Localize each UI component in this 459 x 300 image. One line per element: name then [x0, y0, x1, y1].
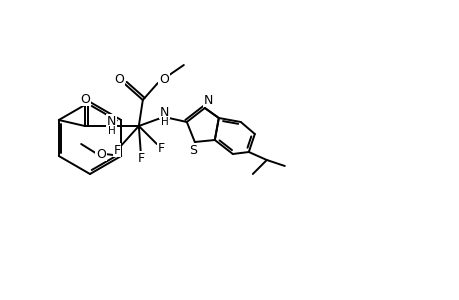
Text: H: H: [161, 117, 168, 127]
Text: O: O: [114, 73, 123, 85]
Text: N: N: [107, 115, 116, 128]
Text: N: N: [204, 94, 213, 106]
Text: O: O: [80, 92, 90, 106]
Text: F: F: [157, 142, 164, 154]
Text: O: O: [96, 148, 106, 160]
Text: H: H: [108, 126, 116, 136]
Text: F: F: [113, 143, 120, 157]
Text: O: O: [158, 73, 168, 85]
Text: F: F: [137, 152, 144, 164]
Text: S: S: [188, 143, 196, 157]
Text: N: N: [160, 106, 169, 118]
